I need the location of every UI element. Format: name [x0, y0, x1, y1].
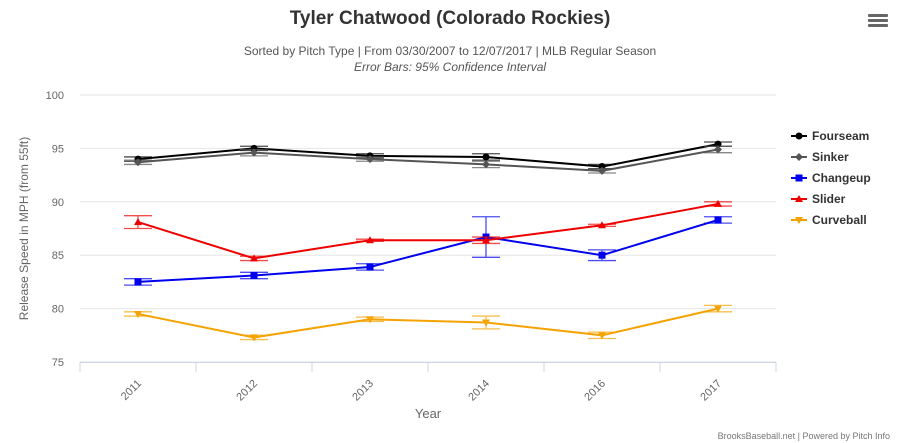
- data-point-curveball: [134, 310, 142, 318]
- data-point-sinker: [366, 155, 374, 164]
- y-tick-label: 75: [52, 357, 64, 369]
- chart-subtitle: Sorted by Pitch Type | From 03/30/2007 t…: [243, 44, 657, 58]
- data-point-fourseam: [482, 153, 490, 161]
- chart-title: Tyler Chatwood (Colorado Rockies): [289, 8, 611, 29]
- y-tick-label: 100: [46, 90, 64, 102]
- series-line-curveball: [137, 307, 719, 339]
- data-point-slider: [250, 254, 258, 262]
- legend-item-slider[interactable]: Slider: [812, 192, 846, 206]
- y-axis-title: Release Speed in MPH (from 55ft): [17, 137, 31, 320]
- data-point-curveball: [366, 316, 374, 324]
- legend-marker-slider: [795, 195, 803, 202]
- data-point-curveball: [250, 334, 258, 342]
- data-point-sinker: [250, 148, 258, 157]
- legend-marker-changeup: [795, 174, 803, 182]
- legend-marker-fourseam: [795, 132, 803, 140]
- credits[interactable]: BrooksBaseball.net | Powered by Pitch In…: [717, 431, 890, 441]
- data-point-curveball: [482, 319, 490, 327]
- chart-subtitle-error-bars: Error Bars: 95% Confidence Interval: [353, 60, 547, 74]
- data-point-changeup: [250, 271, 258, 279]
- series-line-changeup: [137, 218, 719, 283]
- legend-marker-curveball: [795, 217, 803, 224]
- series-line-slider: [137, 202, 719, 260]
- data-point-curveball: [714, 305, 722, 313]
- legend-marker-sinker: [795, 153, 803, 161]
- data-point-slider: [598, 221, 606, 229]
- y-tick-label: 80: [52, 304, 64, 316]
- data-point-curveball: [598, 332, 606, 340]
- data-point-changeup: [598, 251, 606, 259]
- data-point-sinker: [134, 158, 142, 167]
- x-tick-label: 2011: [119, 378, 144, 403]
- x-tick-label: 2013: [350, 378, 376, 404]
- x-tick-label: 2014: [466, 378, 492, 404]
- legend-item-changeup[interactable]: Changeup: [812, 171, 871, 185]
- y-tick-label: 90: [52, 197, 64, 209]
- x-tick-label: 2012: [234, 378, 260, 404]
- data-point-sinker: [482, 160, 490, 169]
- x-tick-label: 2016: [582, 378, 608, 404]
- data-point-sinker: [714, 145, 722, 154]
- y-tick-label: 85: [52, 250, 64, 262]
- data-point-slider: [134, 218, 142, 226]
- data-point-changeup: [714, 216, 722, 224]
- data-point-fourseam: [250, 144, 258, 152]
- y-tick-label: 95: [52, 143, 64, 155]
- data-point-slider: [714, 199, 722, 207]
- data-point-slider: [482, 236, 490, 244]
- data-point-changeup: [366, 263, 374, 271]
- x-axis-title: Year: [415, 406, 442, 421]
- series-line-fourseam: [137, 143, 719, 168]
- menu-hamburger-icon[interactable]: [868, 12, 888, 29]
- data-point-sinker: [598, 166, 606, 175]
- legend-item-fourseam[interactable]: Fourseam: [812, 129, 869, 143]
- series-line-sinker: [137, 148, 719, 172]
- data-point-changeup: [134, 278, 142, 286]
- x-tick-label: 2017: [698, 378, 724, 404]
- legend-item-curveball[interactable]: Curveball: [812, 213, 867, 227]
- data-point-slider: [366, 236, 374, 244]
- legend-item-sinker[interactable]: Sinker: [812, 150, 849, 164]
